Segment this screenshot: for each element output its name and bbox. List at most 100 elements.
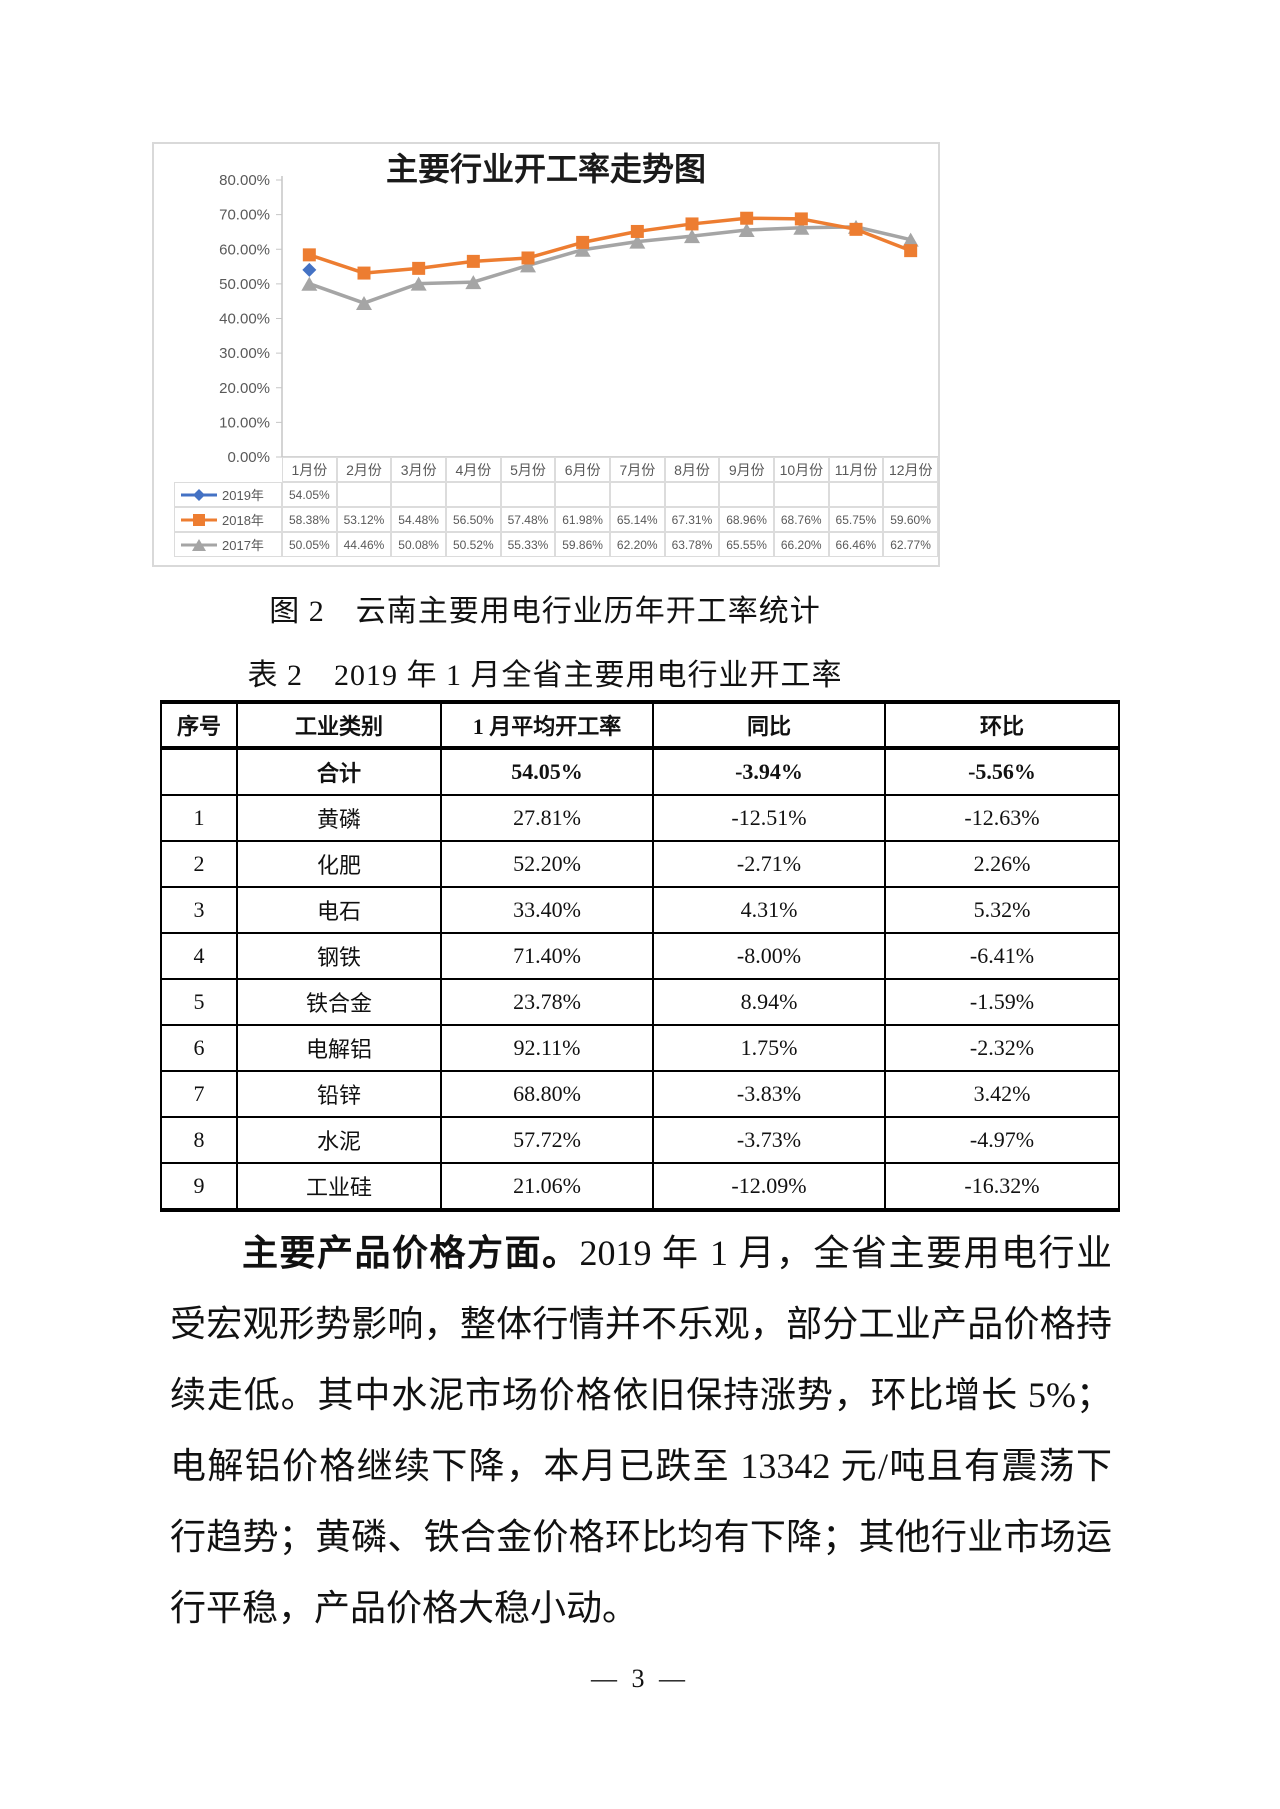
series-marker-2019年: [302, 262, 317, 277]
table-header-cell: 环比: [884, 701, 1120, 750]
y-axis-label: 10.00%: [219, 414, 270, 431]
table-cell: 21.06%: [440, 1162, 654, 1211]
industry-operating-rate-table: 序号 工业类别 1 月平均开工率 同比 环比 合计 54.05% -3.94% -5.56% 1…: [160, 700, 1120, 1212]
legend-series-name: 2017年: [222, 538, 264, 553]
series-marker-2017年: [793, 220, 810, 235]
table-cell: 钢铁: [236, 932, 442, 980]
x-axis-label: 1月份: [282, 457, 337, 482]
legend-value-cell: 62.20%: [609, 532, 665, 557]
legend-row-2019年: 2019年 54.05%: [174, 482, 938, 507]
legend-value-cell: [391, 482, 446, 507]
x-axis-label: 2月份: [336, 457, 392, 482]
table-cell: 3.42%: [884, 1070, 1120, 1118]
x-axis-label: 7月份: [610, 457, 665, 482]
table-cell: -3.73%: [652, 1116, 886, 1164]
legend-value-cell: 44.46%: [336, 532, 392, 557]
table-row-total: 合计 54.05% -3.94% -5.56%: [160, 747, 1120, 796]
legend-value-cell: [828, 482, 884, 507]
square-legend-marker-icon: [181, 513, 217, 526]
table-cell: -12.51%: [652, 794, 886, 842]
table-row: 1 黄磷 27.81% -12.51% -12.63%: [160, 794, 1120, 842]
legend-value-cell: [664, 482, 720, 507]
y-axis-label: 40.00%: [219, 311, 270, 328]
table-cell: -4.97%: [884, 1116, 1120, 1164]
triangle-legend-marker-icon: [181, 538, 217, 551]
page-number: — 3 —: [591, 1664, 689, 1693]
legend-value-cell: 59.86%: [555, 532, 610, 557]
table-cell: 4.31%: [652, 886, 886, 934]
table-row: 3 电石 33.40% 4.31% 5.32%: [160, 886, 1120, 934]
series-marker-2017年: [465, 275, 482, 290]
legend-value-cell: 67.31%: [664, 507, 720, 532]
table-cell: -16.32%: [884, 1162, 1120, 1211]
series-marker-2017年: [738, 223, 755, 238]
table-cell: 1: [160, 794, 238, 842]
legend-value-cell: 58.38%: [282, 507, 337, 532]
legend-value-cell: 61.98%: [555, 507, 610, 532]
table-cell: 黄磷: [236, 794, 442, 842]
table-cell: 化肥: [236, 840, 442, 888]
table-cell: 7: [160, 1070, 238, 1118]
table-cell: -5.56%: [884, 747, 1120, 796]
table-cell: 电石: [236, 886, 442, 934]
x-axis-label: 3月份: [391, 457, 447, 482]
table-cell: 27.81%: [440, 794, 654, 842]
legend-label: 2018年: [174, 507, 282, 532]
table-cell: -3.83%: [652, 1070, 886, 1118]
series-marker-2018年: [849, 222, 863, 236]
series-marker-2018年: [357, 266, 371, 280]
table-cell: 6: [160, 1024, 238, 1072]
x-axis-label: 11月份: [828, 457, 884, 482]
legend-value-cell: [336, 482, 392, 507]
series-marker-2018年: [685, 217, 699, 231]
x-axis-label: 6月份: [555, 457, 611, 482]
table-cell: 8: [160, 1116, 238, 1164]
legend-value-cell: 63.78%: [664, 532, 720, 557]
chart-title: 主要行业开工率走势图: [386, 151, 706, 187]
legend-value-cell: [445, 482, 501, 507]
table-row: 7 铅锌 68.80% -3.83% 3.42%: [160, 1070, 1120, 1118]
series-marker-2018年: [412, 261, 426, 275]
table-cell: 92.11%: [440, 1024, 654, 1072]
legend-value-cell: 65.75%: [828, 507, 884, 532]
x-axis-label: 8月份: [664, 457, 720, 482]
y-axis-label: 60.00%: [219, 241, 270, 258]
table-cell: -2.71%: [652, 840, 886, 888]
table-cell: 52.20%: [440, 840, 654, 888]
diamond-legend-marker-icon: [181, 488, 217, 501]
legend-value-cell: 50.05%: [282, 532, 337, 557]
figure-caption: 图 2 云南主要用电行业历年开工率统计: [269, 595, 821, 628]
x-axis-label: 5月份: [500, 457, 556, 482]
operating-rate-trend-chart: 主要行业开工率走势图 0.00% 10.00% 20.00% 30.00% 40.00% 5…: [152, 142, 940, 567]
table-cell: 4: [160, 932, 238, 980]
table-cell: 铅锌: [236, 1070, 442, 1118]
table-row: 5 铁合金 23.78% 8.94% -1.59%: [160, 978, 1120, 1026]
table-header-cell: 工业类别: [236, 701, 442, 750]
table-cell: 2: [160, 840, 238, 888]
legend-series-name: 2018年: [222, 513, 264, 528]
series-marker-2018年: [794, 212, 808, 226]
table-row: 9 工业硅 21.06% -12.09% -16.32%: [160, 1162, 1120, 1211]
table-cell: -2.32%: [884, 1024, 1120, 1072]
table-cell: 68.80%: [440, 1070, 654, 1118]
table-cell: 23.78%: [440, 978, 654, 1026]
table-cell: 71.40%: [440, 932, 654, 980]
legend-value-cell: 56.50%: [445, 507, 501, 532]
table-header-cell: 序号: [160, 701, 238, 750]
legend-value-cell: 53.12%: [336, 507, 392, 532]
table-cell: 5: [160, 978, 238, 1026]
table-title: 表 2 2019 年 1 月全省主要用电行业开工率: [247, 659, 843, 692]
y-axis-label: 30.00%: [219, 345, 270, 362]
series-marker-2017年: [574, 242, 591, 257]
y-axis-label: 80.00%: [219, 172, 270, 189]
table-cell: -6.41%: [884, 932, 1120, 980]
paragraph-lead: 主要产品价格方面。: [242, 1233, 580, 1273]
series-marker-2017年: [684, 229, 700, 244]
table-cell: 2.26%: [884, 840, 1120, 888]
table-row: 6 电解铝 92.11% 1.75% -2.32%: [160, 1024, 1120, 1072]
table-cell: -1.59%: [884, 978, 1120, 1026]
table-cell: 9: [160, 1162, 238, 1211]
legend-label: 2017年: [174, 532, 282, 557]
legend-value-cell: [883, 482, 938, 507]
x-axis-label: 4月份: [446, 457, 501, 482]
